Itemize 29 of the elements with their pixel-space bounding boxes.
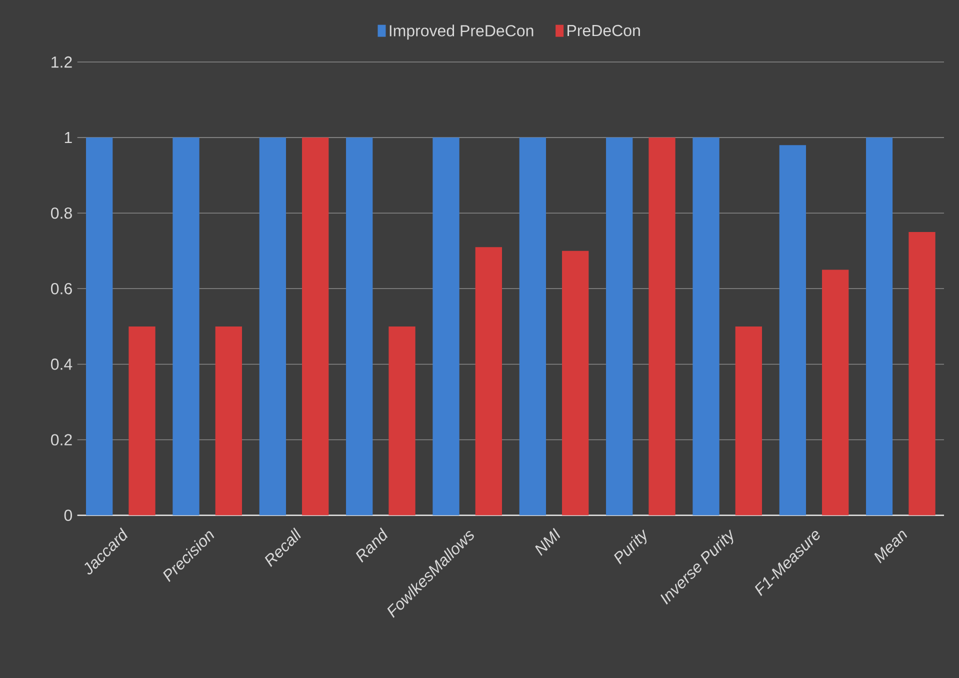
- bar: [822, 270, 849, 516]
- bar: [735, 326, 762, 516]
- bar: [866, 138, 893, 516]
- bar: [475, 247, 502, 516]
- bar: [779, 145, 806, 516]
- bar: [432, 138, 460, 516]
- bar: [128, 326, 156, 516]
- bar: [346, 138, 373, 516]
- y-tick-label: 0.4: [51, 358, 72, 370]
- bar: [519, 138, 546, 516]
- bar: [215, 326, 242, 516]
- legend-label: Improved PreDeCon: [390, 24, 534, 40]
- bar: [648, 138, 676, 516]
- y-tick-label: 0.6: [51, 283, 72, 294]
- y-tick-label: 0.8: [51, 207, 72, 219]
- bar: [388, 326, 416, 516]
- y-tick-label: 0.2: [51, 434, 72, 446]
- bar: [302, 138, 329, 516]
- y-tick-label: 1.2: [52, 56, 72, 68]
- bar: [86, 138, 113, 516]
- bar: [562, 250, 589, 516]
- bar: [606, 138, 633, 516]
- bar: [259, 138, 286, 516]
- y-tick-label: 0: [64, 510, 72, 521]
- legend-label: PreDeCon: [568, 24, 640, 36]
- y-tick-label: 1: [64, 132, 72, 144]
- bar: [692, 138, 720, 516]
- bar: [172, 138, 200, 516]
- bar: [908, 232, 936, 516]
